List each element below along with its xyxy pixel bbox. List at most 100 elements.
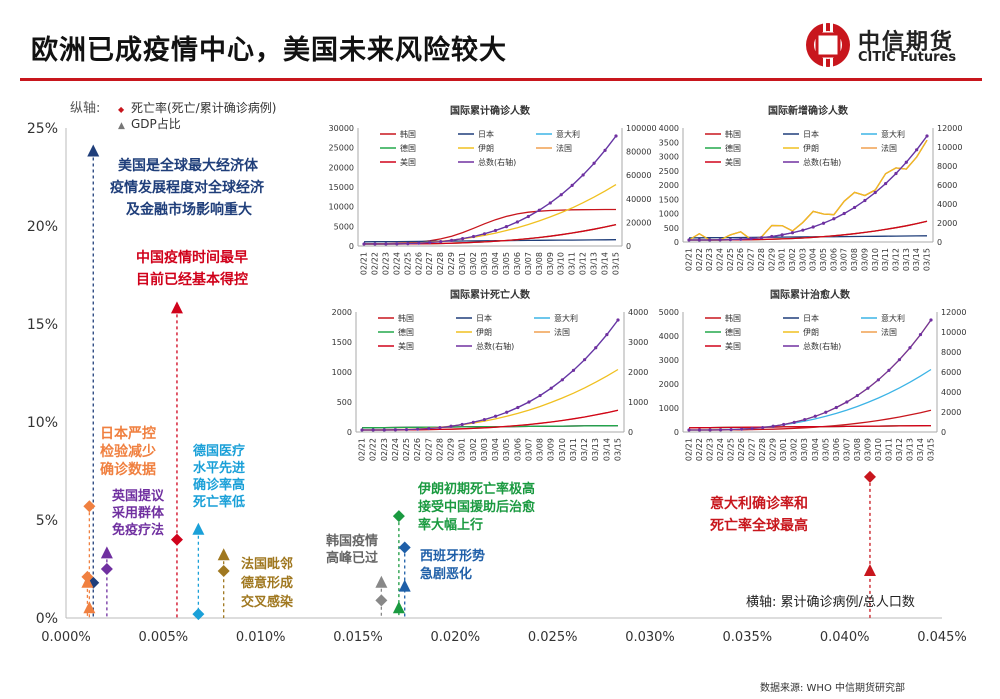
inset-legend-label: 韩国	[725, 129, 741, 139]
svg-text:意大利确诊率和: 意大利确诊率和	[710, 495, 808, 512]
inset-x-tick: 03/12	[891, 248, 900, 271]
inset-legend-label: 意大利	[556, 129, 580, 139]
inset-yright-tick: 10000	[937, 143, 962, 152]
inset-total-point	[863, 198, 867, 203]
inset-yright-tick: 0	[626, 242, 631, 251]
inset-x-tick: 03/03	[480, 252, 489, 275]
inset-legend-label: 法国	[556, 143, 572, 153]
y-tick-label: 20%	[27, 219, 58, 235]
inset-total-point	[373, 242, 377, 246]
inset-total-point	[834, 405, 838, 410]
inset-x-tick: 02/25	[727, 438, 736, 461]
data-source: 数据来源: WHO 中信期货研究部	[760, 683, 906, 694]
inset-x-tick: 02/21	[685, 248, 694, 271]
death-rate-point	[100, 563, 113, 575]
inset-total-point	[771, 424, 775, 428]
inset-title: 国际累计确诊人数	[450, 104, 531, 117]
inset-total-point	[417, 241, 421, 245]
gdp-share-point	[87, 144, 100, 157]
inset-x-tick: 02/22	[370, 252, 379, 275]
inset-total-point	[750, 426, 754, 431]
death-rate-point	[170, 533, 183, 546]
inset-x-tick: 03/07	[524, 438, 533, 461]
inset-total-point	[548, 201, 552, 205]
inset-total-point	[866, 386, 870, 390]
inset-series-line	[363, 208, 616, 245]
inset-x-tick: 02/21	[685, 438, 694, 461]
legend-diamond-icon: ◆	[118, 105, 125, 114]
inset-yright-tick: 2000	[937, 219, 957, 228]
inset-yleft-tick: 2500	[659, 167, 679, 176]
inset-x-tick: 03/02	[788, 248, 797, 271]
inset-total-point	[605, 332, 609, 337]
inset-x-tick: 03/09	[860, 248, 869, 271]
gdp-share-point	[217, 548, 230, 561]
inset-series-line	[361, 424, 619, 429]
inset-yright-tick: 0	[628, 428, 633, 437]
inset-legend-label: 意大利	[881, 313, 905, 323]
inset-total-point	[527, 400, 531, 404]
inset-total-point	[393, 428, 397, 432]
inset-total-point	[729, 427, 733, 432]
inset-yright-tick: 40000	[626, 195, 651, 204]
gdp-share-point	[398, 579, 411, 592]
inset-x-tick: 03/09	[546, 252, 555, 275]
inset-yleft-tick: 10000	[329, 203, 354, 212]
inset-total-point	[571, 368, 576, 372]
inset-total-point	[697, 238, 701, 242]
x-tick-label: 0.010%	[236, 630, 286, 645]
inset-total-point	[782, 422, 786, 427]
inset-legend-label: 法国	[881, 327, 897, 337]
inset-yleft-tick: 1000	[659, 404, 679, 413]
inset-x-tick: 03/01	[778, 248, 787, 271]
inset-x-tick: 02/24	[392, 252, 401, 275]
inset-legend-label: 总数(右轴)	[476, 341, 514, 351]
inset-legend-label: 德国	[398, 327, 414, 337]
header-divider	[20, 78, 982, 81]
inset-x-tick: 03/12	[579, 252, 588, 275]
svg-text:日本严控: 日本严控	[100, 425, 156, 442]
inset-x-tick: 02/22	[695, 248, 704, 271]
annotation-usa: 美国是全球最大经济体 疫情发展程度对全球经济 及金融市场影响重大	[110, 157, 265, 218]
inset-total-point	[749, 236, 753, 241]
inset-yleft-tick: 5000	[334, 222, 354, 231]
inset-total-point	[897, 358, 902, 362]
inset-x-tick: 02/23	[706, 438, 715, 461]
inset-x-tick: 03/11	[568, 252, 577, 275]
death-rate-point	[192, 608, 205, 621]
inset-series-line	[362, 319, 619, 431]
inset-total-point	[603, 148, 607, 152]
inset-total-point	[526, 214, 530, 219]
inset-legend-label: 伊朗	[478, 143, 494, 153]
svg-text:高峰已过: 高峰已过	[326, 550, 378, 566]
inset-total-point	[687, 238, 691, 242]
inset-total-point	[515, 220, 519, 224]
inset-series-line	[688, 139, 928, 241]
death-rate-point	[83, 500, 96, 513]
inset-legend-label: 德国	[725, 327, 741, 337]
gdp-share-point	[392, 601, 405, 614]
inset-total-point	[559, 193, 563, 197]
inset-total-point	[427, 426, 431, 431]
inset-yright-tick: 60000	[626, 171, 651, 180]
inset-total-point	[471, 420, 475, 424]
inset-total-point	[538, 393, 542, 398]
inset-yright-tick: 12000	[941, 308, 966, 317]
inset-x-tick: 02/26	[737, 438, 746, 461]
inset-x-tick: 02/24	[716, 248, 725, 271]
inset-total-point	[504, 225, 509, 229]
inset-x-tick: 03/10	[558, 438, 567, 461]
inset-legend-label: 意大利	[554, 313, 578, 323]
inset-yleft-tick: 1500	[332, 338, 352, 347]
inset-total-point	[718, 238, 722, 242]
inset-total-point	[371, 428, 375, 432]
inset-total-point	[482, 418, 487, 422]
inset-x-tick: 03/09	[547, 438, 556, 461]
inset-legend-label: 美国	[398, 341, 414, 351]
x-tick-label: 0.035%	[723, 630, 773, 645]
death-rate-point	[217, 564, 230, 577]
inset-yright-tick: 12000	[937, 124, 962, 133]
inset-legend-label: 日本	[803, 129, 819, 139]
inset-total-point	[537, 208, 541, 212]
svg-text:韩国疫情: 韩国疫情	[326, 533, 378, 549]
